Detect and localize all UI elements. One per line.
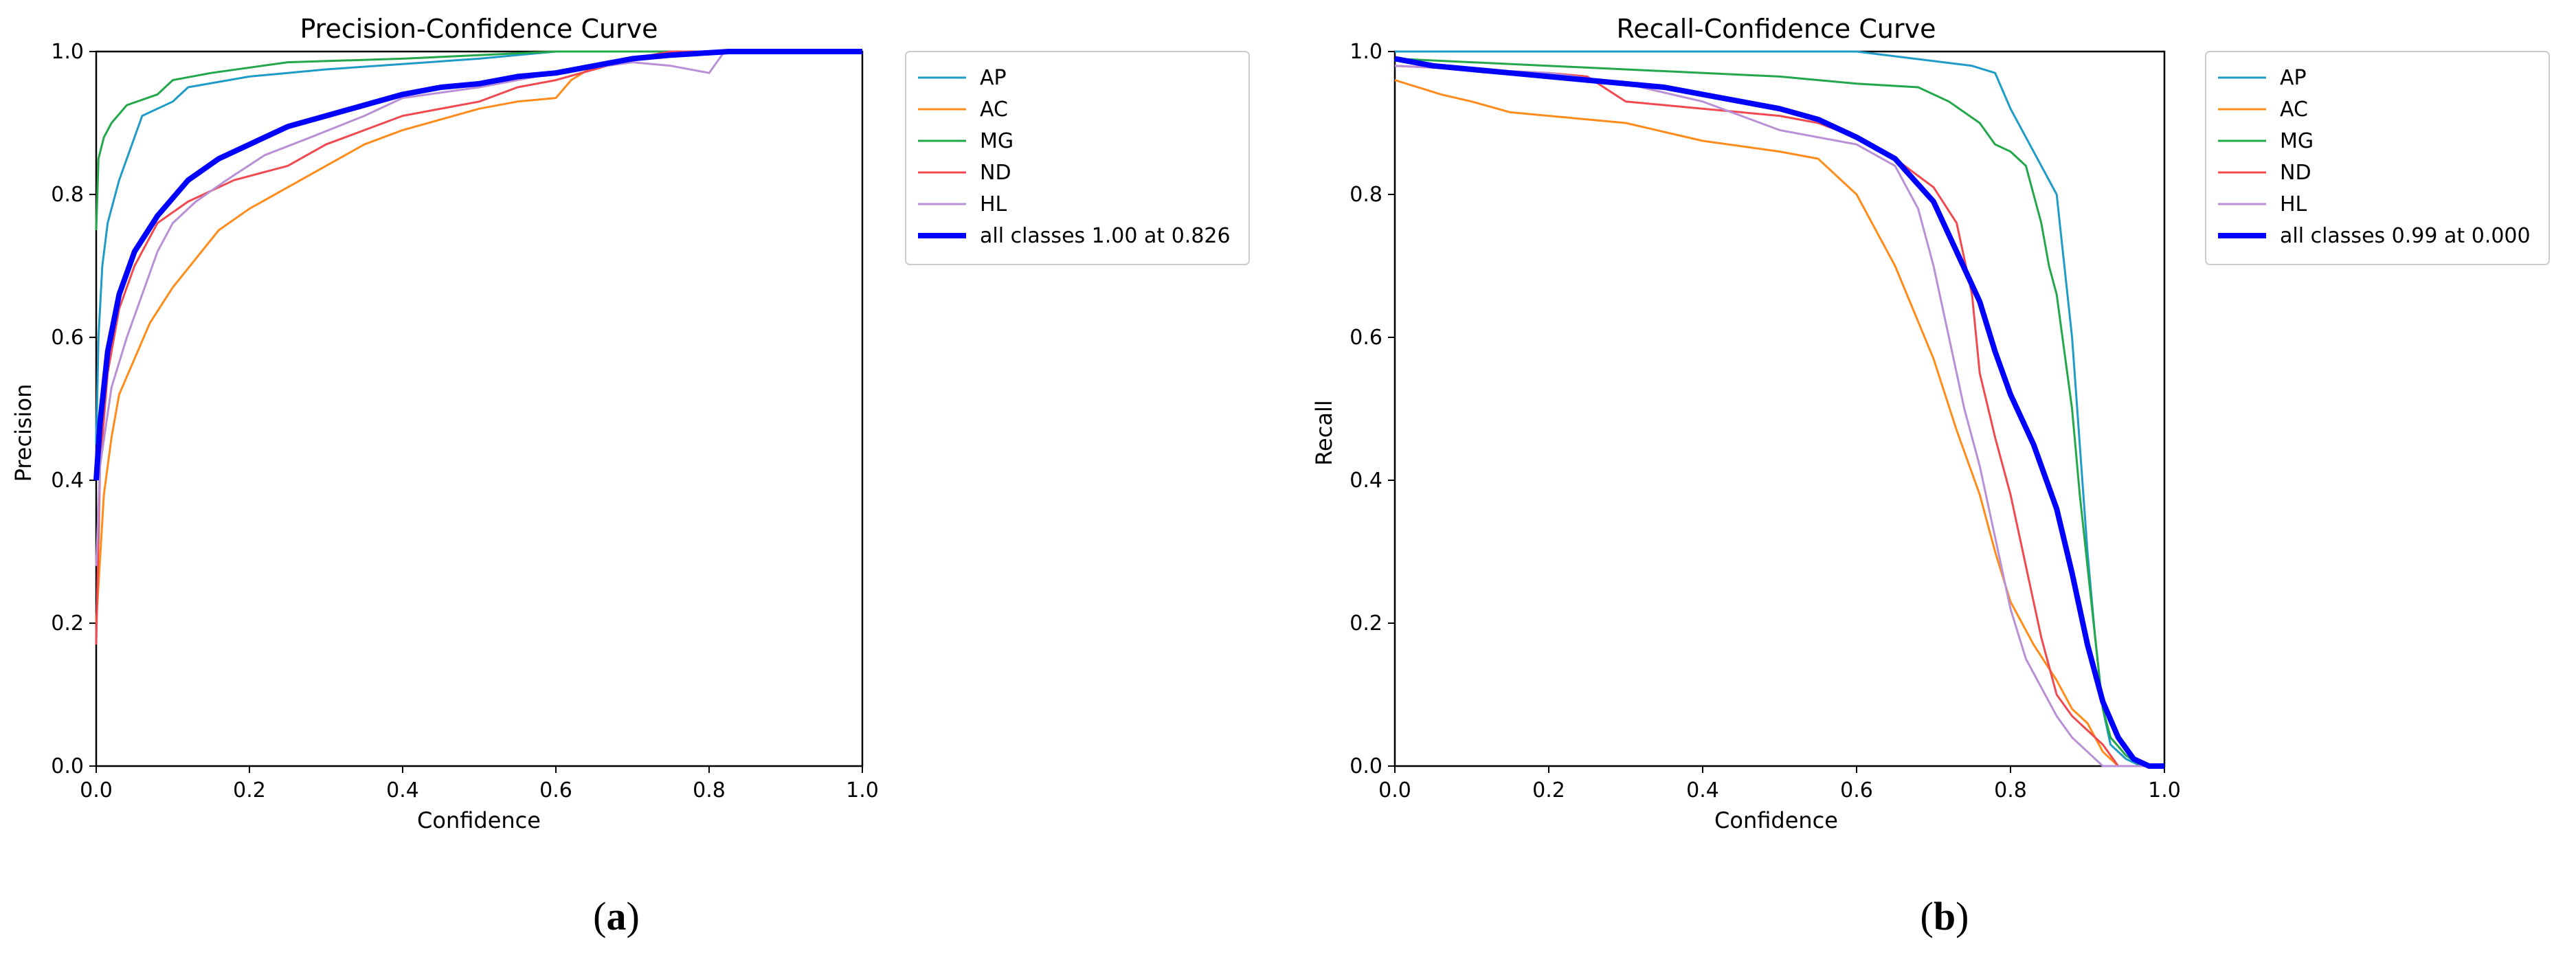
panel-label-a: (a) (593, 894, 640, 939)
series-line-5 (1394, 56, 2164, 769)
legend-label: AP (980, 66, 1007, 90)
x-tick-label: 0.6 (539, 778, 572, 802)
axis-ticks: 0.0 0.2 0.4 0.6 0.8 1.0 0.0 0.2 0.4 0.6 0.8 1.0 (51, 40, 879, 802)
series-line-2 (95, 50, 862, 231)
legend-label: MG (980, 129, 1013, 153)
series-line-1 (1394, 79, 2164, 767)
series-line-2 (1394, 57, 2164, 767)
y-tick-label: 0.8 (51, 183, 84, 207)
y-tick-label: 0.2 (1349, 611, 1382, 636)
series-lines (1394, 50, 2164, 769)
legend-label: ND (2280, 161, 2311, 185)
y-tick-label: 0.6 (1349, 326, 1382, 350)
y-tick-label: 0.6 (51, 326, 84, 350)
y-tick-label: 0.8 (1349, 183, 1382, 207)
legend-label: AC (2280, 98, 2308, 122)
series-line-0 (95, 50, 862, 445)
series-line-1 (95, 50, 862, 624)
x-tick-label: 0.0 (80, 778, 113, 802)
legend-label: all classes 0.99 at 0.000 (2280, 224, 2531, 248)
series-line-4 (95, 50, 862, 566)
legend-label: AP (2280, 66, 2307, 90)
x-tick-label: 1.0 (2148, 778, 2181, 802)
y-axis-label: Precision (10, 384, 36, 482)
legend-items: AP AC MG ND HL all classes 0.99 at 0.000 (2218, 66, 2531, 248)
x-tick-label: 0.4 (1686, 778, 1719, 802)
legend-items: AP AC MG ND HL all classes 1.00 at 0.826 (918, 66, 1231, 248)
x-tick-label: 1.0 (846, 778, 879, 802)
chart-title: Precision-Confidence Curve (300, 14, 658, 44)
legend: AP AC MG ND HL all classes 0.99 at 0.000 (2205, 51, 2550, 265)
legend: AP AC MG ND HL all classes 1.00 at 0.826 (905, 51, 1250, 265)
series-line-0 (1395, 50, 2164, 767)
legend-label: MG (2280, 129, 2314, 153)
y-tick-label: 0.4 (51, 469, 84, 493)
x-tick-label: 0.0 (1378, 778, 1411, 802)
legend-label: ND (980, 161, 1011, 185)
y-tick-label: 0.0 (1349, 754, 1382, 778)
plot-area (1393, 50, 2166, 767)
x-tick-label: 0.2 (233, 778, 266, 802)
series-lines (93, 49, 862, 645)
chart-title: Recall-Confidence Curve (1617, 14, 1936, 44)
legend-label: all classes 1.00 at 0.826 (980, 224, 1231, 248)
y-tick-label: 0.4 (1349, 469, 1382, 493)
x-tick-label: 0.2 (1532, 778, 1565, 802)
y-tick-label: 0.2 (51, 611, 84, 636)
x-tick-label: 0.8 (1994, 778, 2027, 802)
y-tick-label: 1.0 (1349, 40, 1382, 64)
x-tick-label: 0.4 (386, 778, 419, 802)
series-line-3 (1394, 65, 2164, 767)
x-axis-label: Confidence (1714, 807, 1838, 833)
y-axis-label: Recall (1311, 400, 1337, 465)
plot-area (95, 50, 864, 767)
panel-label-b: (b) (1920, 894, 1969, 939)
legend-box (2205, 51, 2550, 265)
x-axis-label: Confidence (417, 807, 541, 833)
series-line-3 (95, 50, 862, 645)
series-line-5 (93, 49, 862, 481)
legend-label: HL (2280, 192, 2307, 216)
recall-confidence-chart: Recall-Confidence Curve Confidence Recal… (1311, 14, 2550, 833)
legend-label: HL (980, 192, 1007, 216)
precision-confidence-chart: Precision-Confidence Curve Confidence Pr… (10, 14, 1250, 833)
axis-ticks: 0.0 0.2 0.4 0.6 0.8 1.0 0.0 0.2 0.4 0.6 0.8 1.0 (1349, 40, 2181, 802)
y-tick-label: 0.0 (51, 754, 84, 778)
panel-letter: b (1933, 894, 1956, 939)
x-tick-label: 0.8 (693, 778, 726, 802)
series-line-4 (1394, 65, 2164, 767)
x-tick-label: 0.6 (1840, 778, 1873, 802)
y-tick-label: 1.0 (51, 40, 84, 64)
legend-label: AC (980, 98, 1008, 122)
panel-letter: a (606, 894, 627, 939)
legend-box (905, 51, 1250, 265)
